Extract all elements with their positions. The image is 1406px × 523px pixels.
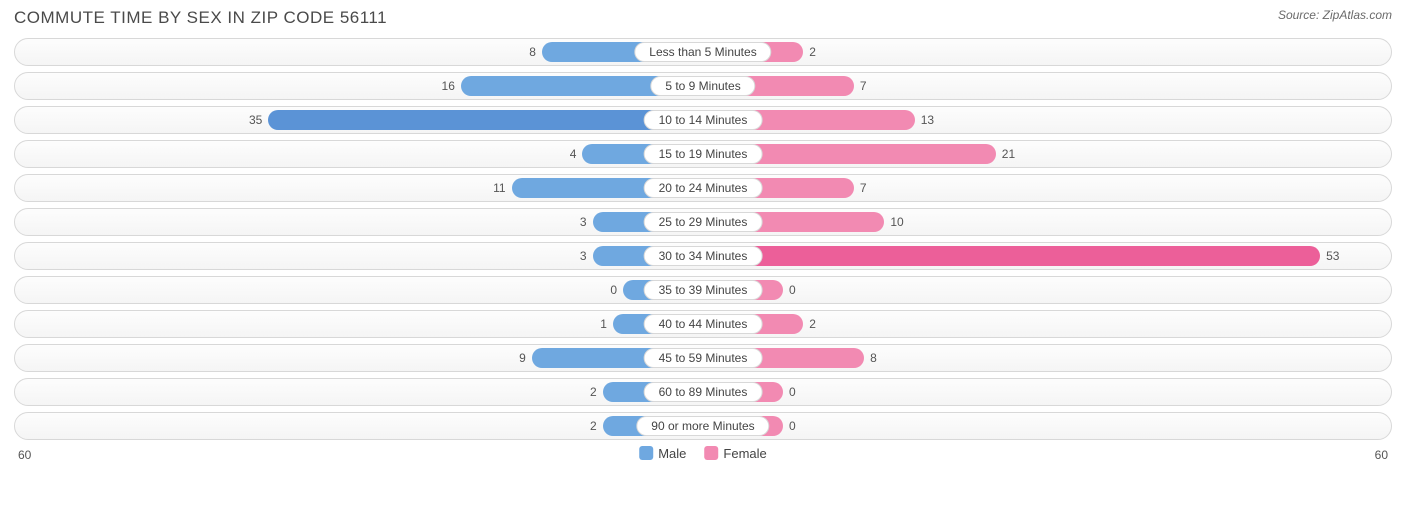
female-bar <box>703 246 1320 266</box>
row-track: 25 to 29 Minutes 3 10 <box>14 208 1392 236</box>
male-value: 4 <box>570 147 577 161</box>
footer: 60 Male Female 60 <box>0 446 1406 470</box>
chart-container: COMMUTE TIME BY SEX IN ZIP CODE 56111 So… <box>0 0 1406 523</box>
row-track: 40 to 44 Minutes 1 2 <box>14 310 1392 338</box>
legend-item-male: Male <box>639 446 686 461</box>
category-label: 35 to 39 Minutes <box>644 280 763 300</box>
row-track: 30 to 34 Minutes 3 53 <box>14 242 1392 270</box>
female-value: 21 <box>1002 147 1015 161</box>
category-label: Less than 5 Minutes <box>634 42 771 62</box>
male-swatch-icon <box>639 446 653 460</box>
category-label: 10 to 14 Minutes <box>644 110 763 130</box>
female-value: 0 <box>789 283 796 297</box>
female-value: 53 <box>1326 249 1339 263</box>
female-value: 2 <box>809 317 816 331</box>
male-value: 0 <box>610 283 617 297</box>
chart-area: Less than 5 Minutes825 to 9 Minutes16710… <box>0 34 1406 440</box>
female-value: 7 <box>860 181 867 195</box>
female-value: 7 <box>860 79 867 93</box>
legend: Male Female <box>639 446 767 461</box>
row-track: 60 to 89 Minutes 2 0 <box>14 378 1392 406</box>
header: COMMUTE TIME BY SEX IN ZIP CODE 56111 So… <box>0 0 1406 34</box>
axis-max-right: 60 <box>1375 448 1388 462</box>
female-swatch-icon <box>704 446 718 460</box>
male-value: 3 <box>580 215 587 229</box>
male-value: 16 <box>442 79 455 93</box>
category-label: 20 to 24 Minutes <box>644 178 763 198</box>
category-label: 15 to 19 Minutes <box>644 144 763 164</box>
category-label: 60 to 89 Minutes <box>644 382 763 402</box>
female-value: 2 <box>809 45 816 59</box>
category-label: 45 to 59 Minutes <box>644 348 763 368</box>
legend-item-female: Female <box>704 446 766 461</box>
female-value: 0 <box>789 419 796 433</box>
category-label: 5 to 9 Minutes <box>650 76 755 96</box>
row-track: 90 or more Minutes 2 0 <box>14 412 1392 440</box>
legend-male-label: Male <box>658 446 686 461</box>
male-value: 2 <box>590 385 597 399</box>
category-label: 30 to 34 Minutes <box>644 246 763 266</box>
axis-max-left: 60 <box>18 448 31 462</box>
chart-title: COMMUTE TIME BY SEX IN ZIP CODE 56111 <box>14 8 387 28</box>
category-label: 25 to 29 Minutes <box>644 212 763 232</box>
female-value: 0 <box>789 385 796 399</box>
row-track: 5 to 9 Minutes 16 7 <box>14 72 1392 100</box>
female-value: 13 <box>921 113 934 127</box>
category-label: 40 to 44 Minutes <box>644 314 763 334</box>
male-bar <box>268 110 703 130</box>
row-track: 20 to 24 Minutes 11 7 <box>14 174 1392 202</box>
row-track: 35 to 39 Minutes 0 0 <box>14 276 1392 304</box>
legend-female-label: Female <box>723 446 766 461</box>
male-value: 3 <box>580 249 587 263</box>
source-label: Source: ZipAtlas.com <box>1278 8 1392 22</box>
male-value: 8 <box>529 45 536 59</box>
male-value: 2 <box>590 419 597 433</box>
row-track: Less than 5 Minutes 8 2 <box>14 38 1392 66</box>
male-value: 35 <box>249 113 262 127</box>
male-value: 11 <box>493 181 505 195</box>
row-track: 15 to 19 Minutes 4 21 <box>14 140 1392 168</box>
row-track: 45 to 59 Minutes 9 8 <box>14 344 1392 372</box>
female-value: 10 <box>890 215 903 229</box>
female-value: 8 <box>870 351 877 365</box>
row-track: 10 to 14 Minutes 35 13 <box>14 106 1392 134</box>
male-value: 1 <box>600 317 607 331</box>
category-label: 90 or more Minutes <box>636 416 769 436</box>
male-value: 9 <box>519 351 526 365</box>
